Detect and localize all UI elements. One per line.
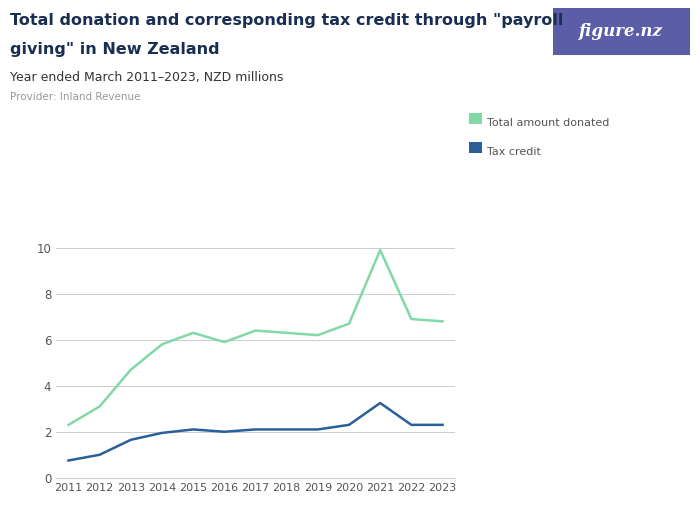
- Text: Total amount donated: Total amount donated: [486, 118, 609, 128]
- Text: Tax credit: Tax credit: [486, 147, 540, 157]
- Text: giving" in New Zealand: giving" in New Zealand: [10, 42, 220, 57]
- Text: Year ended March 2011–2023, NZD millions: Year ended March 2011–2023, NZD millions: [10, 71, 284, 84]
- Text: figure.nz: figure.nz: [580, 23, 664, 40]
- Text: Total donation and corresponding tax credit through "payroll: Total donation and corresponding tax cre…: [10, 13, 564, 28]
- Text: Provider: Inland Revenue: Provider: Inland Revenue: [10, 92, 141, 102]
